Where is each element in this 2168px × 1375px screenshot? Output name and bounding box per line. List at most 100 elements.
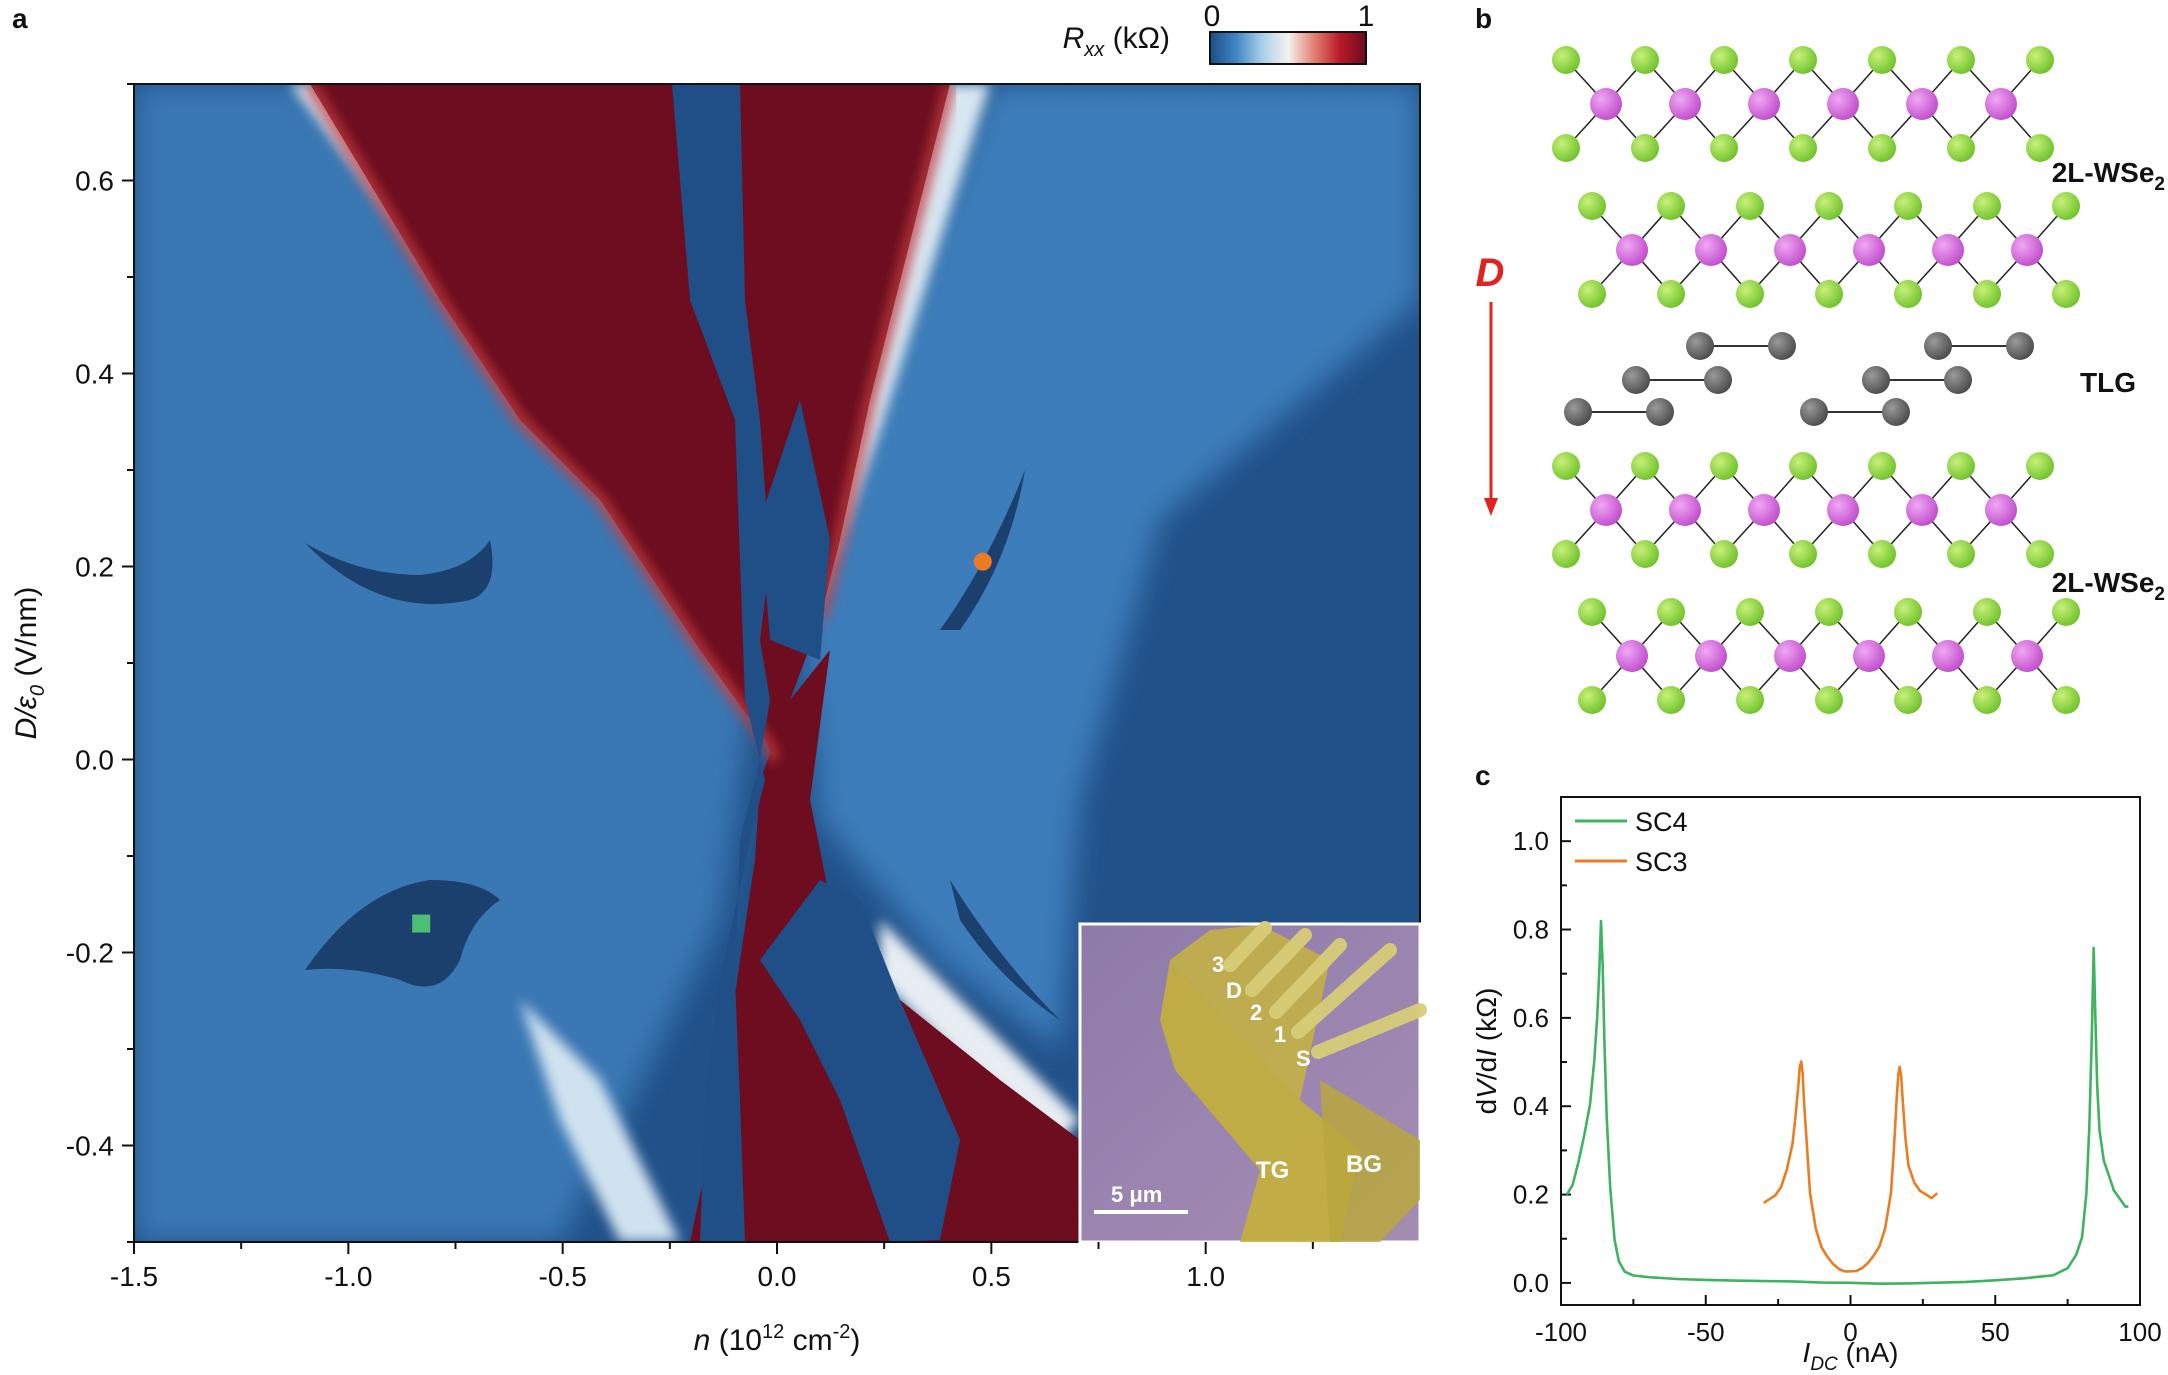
c-atom	[1622, 366, 1650, 394]
panel-a-ylabel: D/ε0 (V/nm)	[10, 587, 49, 740]
legend-label: SC3	[1635, 847, 1688, 877]
panel-c-xlabel: IDC (nA)	[1803, 1337, 1899, 1375]
orange-dot	[973, 552, 992, 571]
se-atom	[2052, 686, 2080, 714]
colorbar-gradient	[1209, 31, 1367, 65]
se-atom	[1710, 540, 1738, 568]
y-tick-label: -0.4	[66, 1131, 114, 1162]
panel-b-letter: b	[1475, 3, 1492, 34]
se-atom	[1868, 134, 1896, 162]
y-tick-label: 1.0	[1513, 826, 1549, 856]
y-tick-label: -0.2	[66, 938, 114, 969]
w-atom	[1827, 88, 1859, 120]
x-tick-label: -1.0	[324, 1261, 372, 1292]
se-atom	[2052, 598, 2080, 626]
se-atom	[2052, 280, 2080, 308]
se-atom	[1894, 598, 1922, 626]
se-atom	[1973, 598, 2001, 626]
inset-label-1: 1	[1274, 1022, 1286, 1047]
se-atom	[1894, 280, 1922, 308]
panel-a-letter: a	[12, 3, 28, 34]
x-tick-label: 1.0	[1186, 1261, 1225, 1292]
x-tick-label: 0	[1843, 1317, 1857, 1347]
w-atom	[1590, 88, 1622, 120]
y-tick-label: 0.2	[1513, 1180, 1549, 1210]
c-atom	[1862, 366, 1890, 394]
se-atom	[1973, 280, 2001, 308]
c-atom	[1768, 332, 1796, 360]
panel-a-axes: -1.5 -1.0 -0.5 0.0 0.5 1.0 0.6 0.4 0.2 0.0 -0.2 -0.…	[66, 83, 1314, 1292]
y-tick-label: 0.6	[1513, 1003, 1549, 1033]
displacement-field-label: D	[1476, 251, 1505, 295]
y-tick-label: 0.6	[75, 166, 114, 197]
colorbar-max-label: 1	[1358, 0, 1375, 33]
se-atom	[1736, 686, 1764, 714]
inset-label-s: S	[1296, 1046, 1311, 1071]
green-square	[412, 914, 431, 933]
se-atom	[1789, 540, 1817, 568]
se-atom	[1973, 192, 2001, 220]
inset-scalebar-label: 5 μm	[1111, 1182, 1162, 1207]
se-atom	[1947, 134, 1975, 162]
se-atom	[1552, 540, 1580, 568]
w-atom	[1906, 494, 1938, 526]
se-atom	[1815, 192, 1843, 220]
colorbar: Rxx (kΩ) 0 1	[1063, 0, 1375, 65]
x-tick-label: 0.5	[972, 1261, 1011, 1292]
c-atom	[1646, 398, 1674, 426]
se-atom	[1578, 192, 1606, 220]
se-atom	[1789, 452, 1817, 480]
w-atom	[1906, 88, 1938, 120]
se-atom	[1789, 134, 1817, 162]
inset-label-tg: TG	[1256, 1157, 1289, 1184]
x-tick-label: -0.5	[539, 1261, 587, 1292]
c-atom	[1704, 366, 1732, 394]
se-atom	[1657, 280, 1685, 308]
label-bottom-wse2: 2L-WSe2	[2052, 567, 2165, 605]
w-atom	[1985, 88, 2017, 120]
se-atom	[1868, 540, 1896, 568]
se-atom	[2052, 192, 2080, 220]
panel-b: b 2L-WSe2 TLG 2L-WSe2 D	[1475, 3, 2165, 714]
se-atom	[1868, 452, 1896, 480]
x-tick-label: -100	[1535, 1317, 1587, 1347]
w-atom	[1774, 234, 1806, 266]
w-atom	[1695, 640, 1727, 672]
se-atom	[1578, 280, 1606, 308]
w-atom	[1748, 494, 1780, 526]
se-atom	[1868, 46, 1896, 74]
panel-c-ylabel: dV/dI (kΩ)	[1471, 988, 1502, 1115]
se-atom	[1631, 46, 1659, 74]
c-atom	[1564, 398, 1592, 426]
displacement-field-arrow	[1484, 302, 1498, 516]
se-atom	[1736, 598, 1764, 626]
inset-label-2: 2	[1250, 1000, 1262, 1025]
panel-a-xlabel: n (1012 cm-2)	[694, 1321, 861, 1357]
x-tick-label: -1.5	[110, 1261, 158, 1292]
device-inset: 3 D 2 1 S TG BG 5 μm	[1078, 921, 1427, 1244]
se-atom	[1815, 280, 1843, 308]
se-atom	[1973, 686, 2001, 714]
series-line-sc3	[1762, 1060, 1939, 1273]
se-atom	[1894, 192, 1922, 220]
heatmap-markers	[412, 552, 992, 933]
panel-a: a Rxx (kΩ) 0 1	[10, 0, 1427, 1357]
se-atom	[1631, 452, 1659, 480]
se-atom	[1657, 686, 1685, 714]
c-atom	[1882, 398, 1910, 426]
w-atom	[1616, 640, 1648, 672]
y-tick-label: 0.8	[1513, 915, 1549, 945]
se-atom	[1631, 134, 1659, 162]
y-tick-label: 0.0	[1513, 1268, 1549, 1298]
atoms	[1552, 46, 2080, 714]
se-atom	[1815, 686, 1843, 714]
se-atom	[1631, 540, 1659, 568]
inset-label-bg: BG	[1346, 1151, 1382, 1178]
se-atom	[2026, 452, 2054, 480]
se-atom	[1710, 452, 1738, 480]
w-atom	[1985, 494, 2017, 526]
y-tick-label: 0.4	[75, 359, 114, 390]
x-tick-label: 0.0	[758, 1261, 797, 1292]
se-atom	[1578, 686, 1606, 714]
se-atom	[1815, 598, 1843, 626]
